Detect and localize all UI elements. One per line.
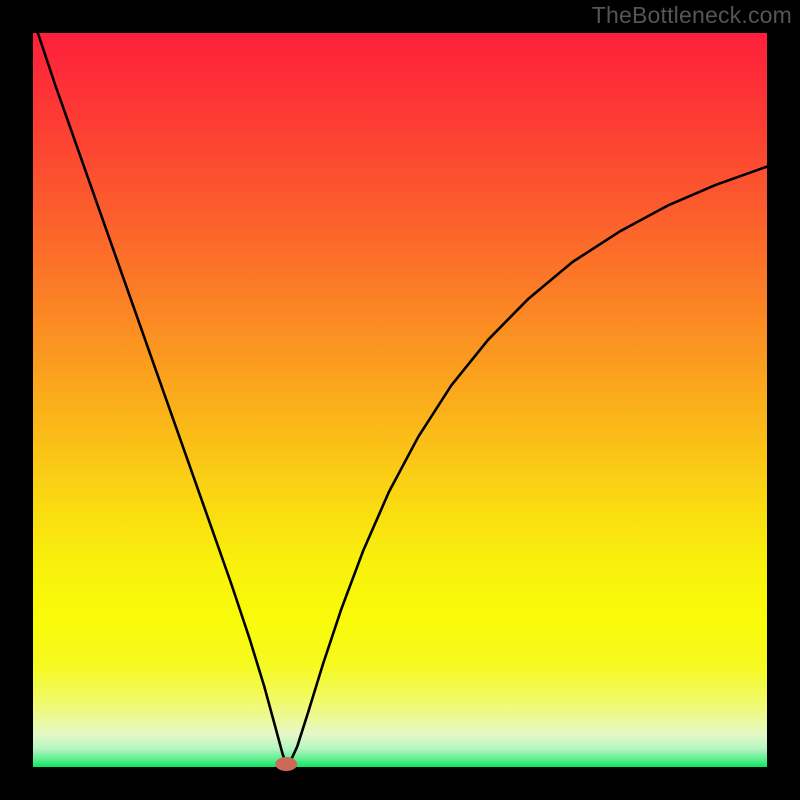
optimum-marker <box>275 757 297 771</box>
chart-frame: TheBottleneck.com <box>0 0 800 800</box>
watermark-text: TheBottleneck.com <box>592 2 792 29</box>
plot-svg <box>0 0 800 800</box>
plot-background <box>33 33 767 767</box>
